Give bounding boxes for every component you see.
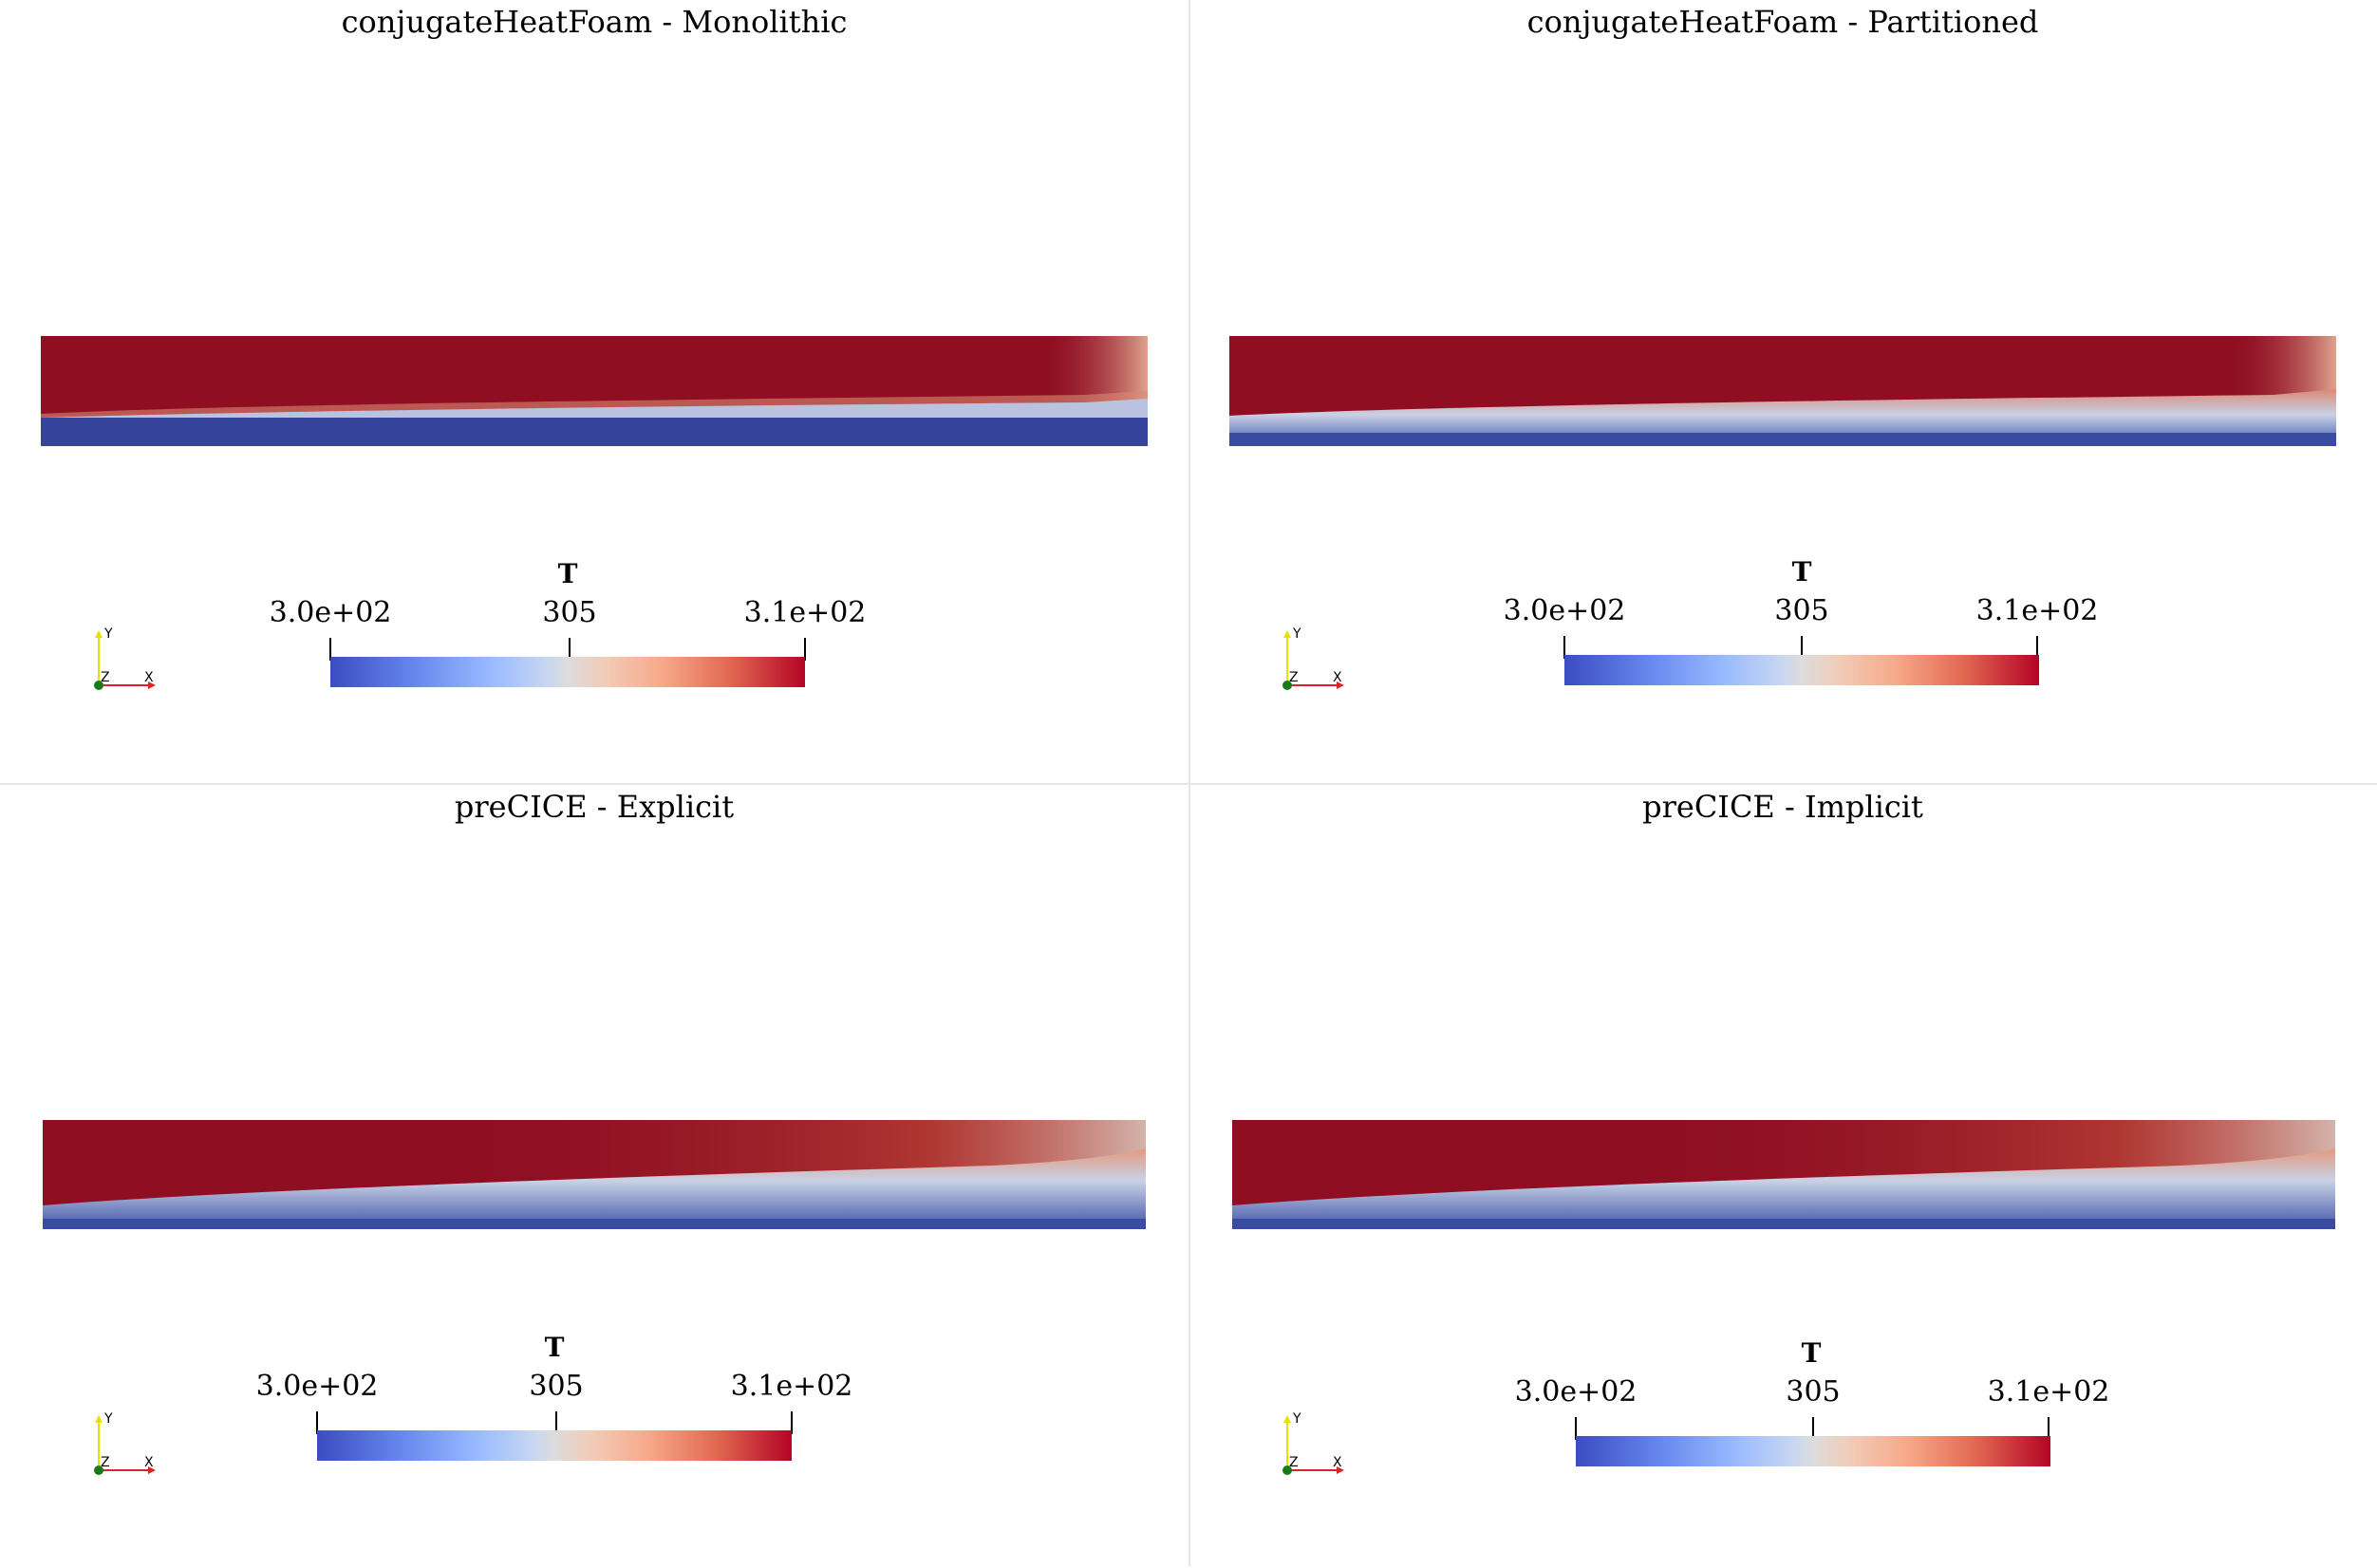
legend-tick	[1563, 636, 1565, 659]
panel-title: preCICE - Explicit	[454, 789, 735, 825]
axis-z-label: Z	[1289, 1455, 1299, 1470]
legend-tick	[1575, 1417, 1577, 1440]
legend-max-label: 3.1e+02	[1987, 1375, 2110, 1409]
axis-x-label: X	[1333, 1455, 1342, 1470]
panel-explicit: preCICE - Explicit T 3.0e+02	[0, 785, 1188, 1568]
legend-min-label: 3.0e+02	[1514, 1375, 1638, 1409]
orientation-axes: Y Z X	[1276, 1411, 1352, 1478]
legend-tick	[1812, 1417, 1814, 1440]
panel-title: conjugateHeatFoam - Monolithic	[341, 4, 848, 40]
horizontal-divider	[0, 783, 2377, 785]
legend-colorbar	[317, 1430, 792, 1461]
legend-min-label: 3.0e+02	[269, 596, 392, 629]
legend-colorbar	[1576, 1436, 2050, 1466]
axis-z-label: Z	[1289, 670, 1299, 685]
axis-x-label: X	[144, 1455, 154, 1470]
legend-tick	[329, 638, 331, 661]
legend-tick	[555, 1411, 557, 1434]
legend-max-label: 3.1e+02	[730, 1370, 853, 1403]
axis-z-label: Z	[101, 670, 110, 685]
panel-title: preCICE - Implicit	[1642, 789, 1923, 825]
axis-y-label: Y	[1292, 1411, 1301, 1427]
legend-title: T	[557, 558, 578, 589]
axis-y-label: Y	[103, 626, 113, 642]
legend-colorbar	[330, 657, 805, 687]
legend-title: T	[1801, 1337, 1822, 1369]
legend-max-label: 3.1e+02	[1975, 594, 2099, 627]
axis-y-label: Y	[103, 1411, 113, 1427]
axis-z-label: Z	[101, 1455, 110, 1470]
legend-colorbar	[1564, 655, 2039, 685]
legend-min-label: 3.0e+02	[1503, 594, 1626, 627]
legend-tick	[569, 638, 571, 661]
temperature-field-implicit	[1232, 1120, 2335, 1229]
panel-partitioned: conjugateHeatFoam - Partitioned T 3.0e+0	[1188, 0, 2377, 783]
legend-tick	[804, 638, 806, 661]
temperature-field-monolithic	[41, 336, 1148, 446]
temperature-field-partitioned	[1229, 336, 2336, 446]
orientation-axes: Y Z X	[87, 1411, 163, 1478]
legend-tick	[1801, 636, 1803, 659]
legend-tick	[2048, 1417, 2049, 1440]
legend-title: T	[544, 1332, 565, 1363]
legend-min-label: 3.0e+02	[255, 1370, 379, 1403]
legend-tick	[2036, 636, 2038, 659]
axis-y-label: Y	[1292, 626, 1301, 642]
legend-mid-label: 305	[1774, 594, 1829, 627]
legend-mid-label: 305	[1786, 1375, 1841, 1409]
legend-max-label: 3.1e+02	[743, 596, 867, 629]
axis-x-label: X	[144, 670, 154, 685]
panel-title: conjugateHeatFoam - Partitioned	[1526, 4, 2039, 40]
temperature-field-explicit	[43, 1120, 1146, 1229]
axis-x-label: X	[1333, 670, 1342, 685]
legend-mid-label: 305	[542, 596, 597, 629]
panel-monolithic: conjugateHeatFoam - Monolithic T 3.0e+02	[0, 0, 1188, 783]
legend-tick	[316, 1411, 318, 1434]
orientation-axes: Y Z X	[87, 626, 163, 693]
legend-tick	[791, 1411, 793, 1434]
panel-implicit: preCICE - Implicit T 3.0e+02	[1188, 785, 2377, 1568]
legend-title: T	[1791, 556, 1812, 588]
orientation-axes: Y Z X	[1276, 626, 1352, 693]
legend-mid-label: 305	[529, 1370, 584, 1403]
